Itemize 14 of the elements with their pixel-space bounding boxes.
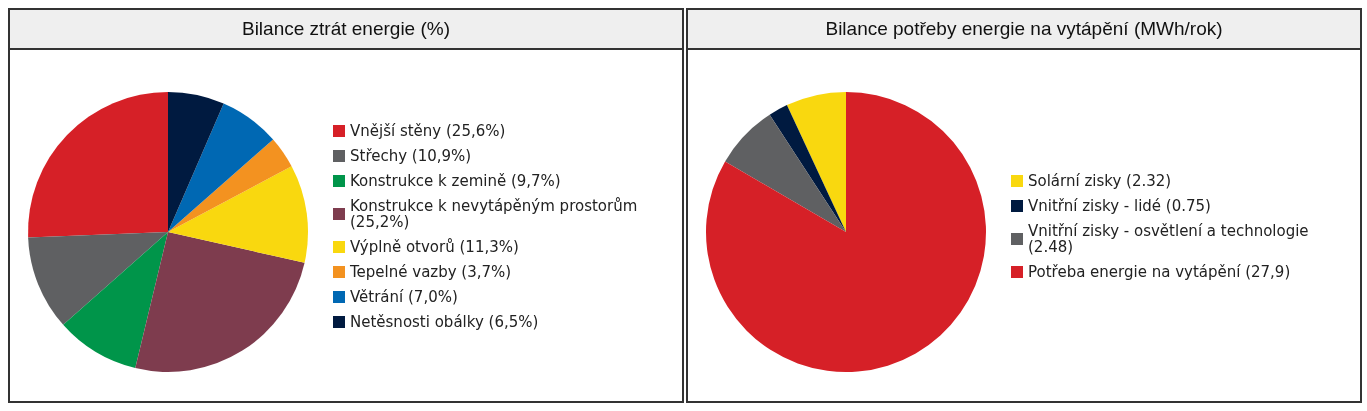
legend-label: Střechy (10,9%) (350, 147, 472, 165)
legend-label: Konstrukce k zemině (9,7%) (350, 172, 561, 190)
chart-title: Bilance ztrát energie (%) (10, 10, 682, 50)
legend-label: Větrání (7,0%) (350, 288, 458, 306)
chart-title: Bilance potřeby energie na vytápění (MWh/rok) (688, 10, 1360, 50)
legend-label: Konstrukce k nevytápěným prostorům (25,2%) (350, 197, 643, 231)
legend-label: Netěsnosti obálky (6,5%) (350, 313, 539, 331)
legend-label: Solární zisky (2.32) (1028, 172, 1172, 190)
legend-label: Tepelné vazby (3,7%) (349, 263, 512, 281)
legend-label: Výplně otvorů (11,3%) (350, 238, 519, 256)
legend-label: Potřeba energie na vytápění (27,9) (1028, 263, 1291, 281)
legend-label: Vnitřní zisky - lidé (0.75) (1028, 197, 1211, 215)
legend-label: Vnější stěny (25,6%) (350, 122, 506, 140)
legend-label: Vnitřní zisky - osvětlení a technologie (2.48) (1028, 222, 1314, 256)
